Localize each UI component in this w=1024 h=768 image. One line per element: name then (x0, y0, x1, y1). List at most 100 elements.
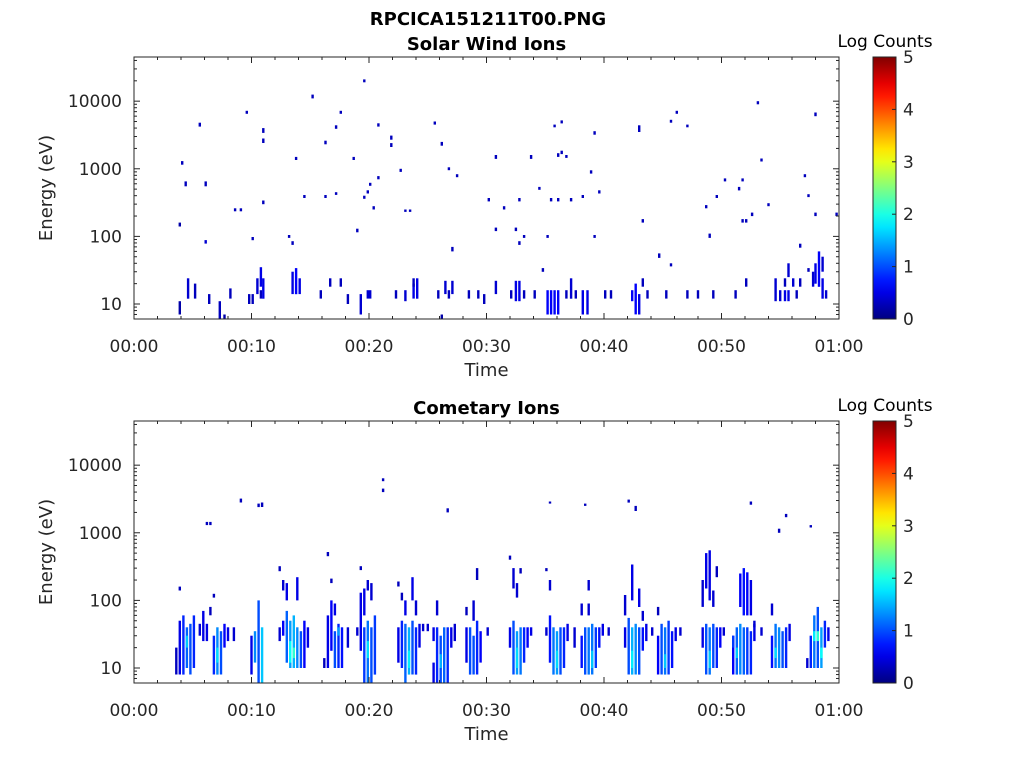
plot-area (134, 57, 839, 319)
data-cell (204, 240, 207, 244)
data-cell (560, 120, 563, 124)
data-cell (587, 627, 590, 675)
data-cell (198, 122, 201, 127)
data-cell (519, 627, 522, 675)
data-cell (529, 155, 533, 159)
y-tick-label: 10 (100, 659, 122, 679)
data-cell (701, 580, 704, 607)
data-cell (337, 623, 340, 668)
data-cell (259, 267, 263, 287)
data-cell (651, 627, 654, 636)
data-cell (749, 631, 753, 675)
data-cell (811, 271, 815, 287)
colorbar-tick-label: 1 (903, 258, 914, 278)
data-cell (565, 155, 568, 158)
data-cell (749, 580, 753, 616)
data-cell (455, 174, 459, 178)
data-cell (421, 623, 425, 632)
data-cell (494, 227, 498, 232)
data-cell (450, 627, 453, 648)
data-cell (548, 580, 552, 591)
data-cell (192, 615, 196, 668)
data-cell (394, 290, 398, 299)
colorbar-tick-label: 4 (903, 464, 914, 484)
data-cell (502, 206, 506, 210)
data-cell (638, 588, 641, 607)
data-cell (705, 205, 708, 209)
colorbar-tick-label: 5 (903, 412, 914, 432)
data-cell (400, 620, 404, 668)
data-cell (696, 290, 700, 299)
data-cell (823, 620, 827, 648)
data-cell (581, 195, 584, 198)
data-cell (712, 290, 715, 299)
data-cell (373, 615, 377, 675)
data-cell (251, 294, 254, 304)
data-cell (282, 620, 285, 636)
data-cell (204, 181, 207, 187)
data-cell (522, 235, 526, 238)
data-cell (813, 631, 816, 642)
data-cell (178, 301, 181, 315)
data-cells (175, 478, 830, 683)
data-cell (631, 290, 634, 302)
data-cell (397, 627, 400, 663)
data-cell (737, 186, 741, 191)
data-cell (670, 631, 674, 668)
data-cell (548, 615, 552, 663)
data-cell (663, 627, 667, 675)
data-cell (437, 290, 440, 299)
data-cell (774, 278, 777, 302)
x-tick-label: 00:00 (110, 337, 159, 357)
data-cell (356, 627, 359, 636)
data-cell (591, 623, 594, 675)
data-cell (522, 627, 526, 663)
data-cell (397, 581, 400, 587)
data-cell (638, 294, 641, 315)
data-cell (631, 650, 634, 668)
data-cell (311, 94, 314, 99)
data-cell (760, 627, 763, 636)
x-tick-label: 01:00 (815, 701, 864, 721)
data-cell (712, 590, 715, 607)
y-tick-label: 10000 (68, 92, 122, 112)
data-cell (219, 631, 223, 675)
data-cell (584, 627, 587, 675)
data-cell (278, 627, 281, 642)
data-cell (553, 290, 556, 315)
data-cell (303, 195, 306, 198)
x-tick-label: 00:10 (227, 701, 276, 721)
data-cell (598, 190, 601, 194)
data-cell (278, 566, 281, 572)
colorbar-tick-label: 2 (903, 569, 914, 589)
data-cell (641, 610, 644, 621)
data-cell (294, 156, 298, 160)
data-cell (444, 280, 447, 295)
data-cell (184, 181, 187, 187)
data-cell (330, 600, 333, 651)
data-cell (257, 503, 260, 508)
data-cell (627, 617, 630, 675)
data-cell (404, 600, 407, 616)
data-cell (326, 552, 330, 557)
data-cell (426, 623, 429, 632)
data-cell (359, 592, 362, 651)
data-cell (411, 620, 414, 675)
data-cell (514, 227, 518, 232)
data-cell (594, 627, 597, 668)
data-cell (333, 631, 337, 668)
data-cell (708, 650, 711, 668)
data-cell (435, 600, 439, 616)
data-cell (584, 503, 587, 506)
data-cell (370, 627, 373, 683)
data-cell (486, 627, 489, 636)
data-cell (722, 627, 725, 636)
data-cell (591, 650, 594, 668)
data-cell (487, 198, 490, 202)
data-cell (399, 168, 402, 172)
data-cell (734, 290, 737, 299)
data-cell (515, 647, 519, 668)
